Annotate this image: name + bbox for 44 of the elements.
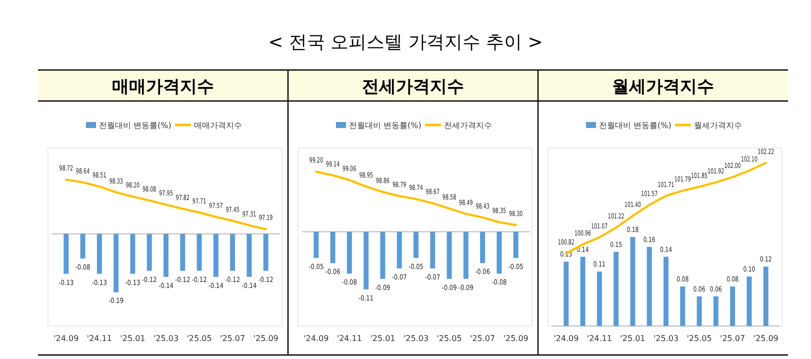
x-tick-label: '25.01 — [620, 334, 646, 343]
legend-label: 매매가격지수 — [194, 121, 242, 130]
x-tick-label: '24.11 — [586, 334, 612, 343]
bar — [680, 286, 686, 326]
legend-label: 전월대비 변동률(%) — [99, 121, 172, 130]
bar — [596, 272, 602, 326]
x-tick-label: '25.03 — [153, 334, 179, 343]
x-tick-label: '25.03 — [403, 334, 429, 343]
x-tick-label: '25.01 — [370, 334, 396, 343]
x-tick-label: '25.07 — [720, 334, 746, 343]
bar — [746, 276, 752, 326]
x-tick-label: '25.03 — [653, 334, 679, 343]
x-tick-label: '25.09 — [253, 334, 278, 343]
bar — [630, 237, 636, 326]
bar — [713, 296, 718, 326]
x-tick-label: '25.05 — [436, 334, 462, 343]
x-tick-label: '25.05 — [686, 334, 712, 343]
bar — [763, 266, 768, 326]
x-tick-label: '25.07 — [470, 334, 496, 343]
bar — [696, 296, 702, 326]
bar — [646, 246, 652, 326]
x-tick-label: '25.09 — [503, 334, 528, 343]
x-tick-label: '25.07 — [220, 334, 246, 343]
x-tick-label: '24.09 — [554, 334, 579, 343]
text: < 전국 오피스텔 가격지수 추이 > — [268, 32, 543, 53]
x-tick-label: '24.11 — [86, 334, 112, 343]
chart-title: 매매가격지수 — [112, 77, 214, 97]
x-tick-label: '24.09 — [304, 334, 329, 343]
bar — [614, 252, 619, 326]
bar — [664, 256, 668, 326]
chart-title: 전세가격지수 — [362, 77, 464, 97]
x-tick-label: '24.09 — [54, 334, 79, 343]
legend-label: 전세가격지수 — [444, 121, 492, 130]
bar — [580, 256, 586, 326]
x-tick-label: '25.09 — [753, 334, 778, 343]
legend-label: 전월대비 변동률(%) — [599, 121, 672, 130]
bar — [730, 286, 736, 326]
x-tick-label: '25.01 — [120, 334, 146, 343]
x-tick-label: '24.11 — [336, 334, 362, 343]
chart-title: 월세가격지수 — [612, 77, 714, 97]
x-tick-label: '25.05 — [186, 334, 212, 343]
bar — [564, 262, 569, 326]
legend-label: 전월대비 변동률(%) — [349, 121, 422, 130]
legend-label: 월세가격지수 — [694, 121, 742, 130]
